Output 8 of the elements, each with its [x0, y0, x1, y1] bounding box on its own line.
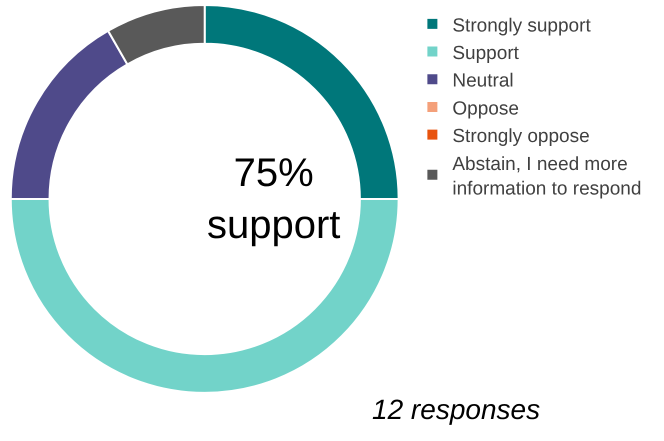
- text: 12 responses: [372, 394, 540, 425]
- legend-label: Strongly oppose: [452, 126, 590, 148]
- legend-label: Abstain, I need more information to respond: [452, 154, 642, 200]
- legend-label: Strongly support: [452, 15, 592, 36]
- legend-label: Oppose: [452, 98, 519, 120]
- legend-label: Support: [452, 42, 520, 64]
- legend-label: Neutral: [452, 70, 514, 92]
- text: 75% support: [207, 151, 340, 247]
